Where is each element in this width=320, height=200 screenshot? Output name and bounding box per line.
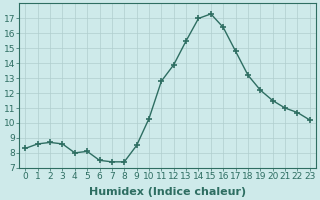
X-axis label: Humidex (Indice chaleur): Humidex (Indice chaleur) bbox=[89, 187, 246, 197]
